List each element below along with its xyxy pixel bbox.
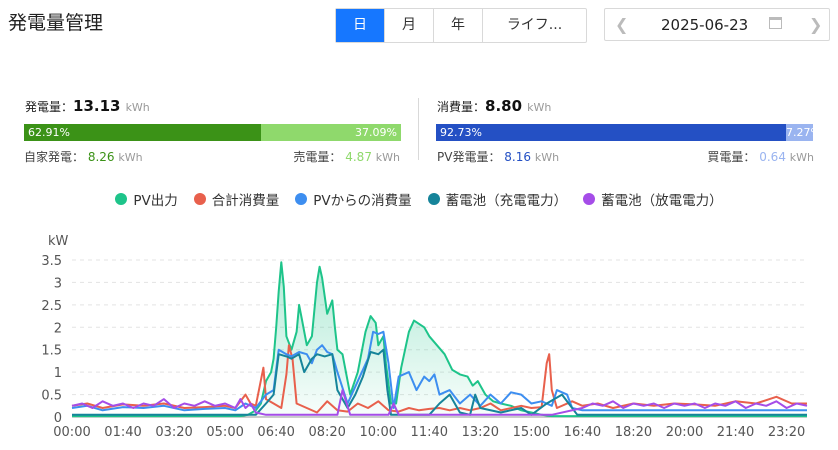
- series-area-pv-output: [72, 262, 807, 417]
- sold-pct: 37.09%: [355, 126, 397, 139]
- tab-year[interactable]: 年: [434, 9, 483, 42]
- sold-stat: 売電量： 4.87 kWh: [293, 148, 400, 165]
- x-tick-label: 20:00: [666, 425, 703, 440]
- legend-dot: [583, 193, 596, 205]
- x-tick-label: 23:20: [768, 425, 805, 440]
- y-tick-label: 3.5: [41, 254, 62, 269]
- chart-legend: PV出力 合計消費量 PVからの消費量 蓄電池（充電電力） 蓄電池（放電電力）: [0, 189, 838, 209]
- chevron-right-icon[interactable]: ❯: [809, 15, 823, 34]
- tab-lifetime[interactable]: ライフ...: [506, 17, 563, 33]
- y-tick-label: 3: [54, 276, 62, 291]
- consumption-value: 8.80: [485, 97, 523, 115]
- legend-dot: [115, 193, 128, 205]
- page-title: 発電量管理: [8, 12, 104, 34]
- legend-item-battery-discharge[interactable]: 蓄電池（放電電力）: [583, 189, 723, 209]
- legend-dot: [193, 193, 206, 205]
- x-tick-label: 18:20: [615, 425, 652, 440]
- legend-item-pv-output[interactable]: PV出力: [115, 189, 178, 209]
- generation-summary: 発電量：13.13 kWh: [25, 96, 150, 115]
- series-line-2: [71, 330, 807, 412]
- calendar-icon[interactable]: [769, 17, 782, 29]
- legend-dot: [427, 193, 440, 205]
- y-tick-label: 0: [54, 411, 62, 426]
- pv-consumption-pct: 92.73%: [440, 126, 482, 139]
- pv-generation-value: 8.16: [504, 150, 531, 164]
- bought-label: 買電量：: [707, 150, 756, 164]
- y-axis-unit: kW: [48, 234, 69, 249]
- self-consumption-bar: 62.91%: [24, 124, 261, 141]
- y-tick-label: 2: [54, 321, 62, 336]
- x-tick-label: 13:20: [462, 425, 499, 440]
- sold-value: 4.87: [345, 150, 372, 164]
- generation-label: 発電量：: [25, 100, 74, 114]
- bought-pct: 7.27%: [786, 126, 821, 139]
- self-consumption-pct: 62.91%: [28, 126, 70, 139]
- legend-label: 合計消費量: [211, 193, 280, 209]
- x-tick-label: 21:40: [717, 425, 754, 440]
- generation-value: 13.13: [73, 97, 121, 115]
- series-line-0: [72, 261, 807, 418]
- legend-label: 蓄電池（放電電力）: [601, 193, 723, 209]
- series-line-4: [71, 389, 808, 416]
- x-tick-label: 03:20: [155, 425, 192, 440]
- tab-month[interactable]: 月: [385, 9, 434, 42]
- legend-label: PV出力: [133, 193, 178, 209]
- pv-generation-label: PV発電量：: [437, 150, 501, 164]
- y-axis-ticks: 0 0.5 1 1.5 2 2.5 3 3.5: [41, 254, 62, 426]
- x-tick-label: 10:00: [360, 425, 397, 440]
- self-generation-stat: 自家発電： 8.26 kWh: [24, 148, 143, 165]
- y-tick-label: 1.5: [41, 344, 62, 359]
- legend-dot: [295, 193, 308, 205]
- power-chart[interactable]: kW 0 0.5 1 1.5 2 2.5 3 3.5 00:00 01:40 03:20 05:00…: [0, 225, 838, 450]
- legend-item-total-consumption[interactable]: 合計消費量: [193, 189, 280, 209]
- chevron-left-icon[interactable]: ❮: [615, 15, 629, 34]
- x-tick-label: 06:40: [257, 425, 294, 440]
- consumption-label: 消費量：: [437, 100, 486, 114]
- consumption-unit: kWh: [527, 101, 552, 114]
- self-generation-unit: kWh: [118, 151, 143, 164]
- bought-stat: 買電量： 0.64 kWh: [707, 148, 814, 165]
- legend-label: PVからの消費量: [313, 193, 412, 209]
- date-picker[interactable]: ❮ 2025-06-23 ❯: [604, 8, 830, 41]
- consumption-summary: 消費量：8.80 kWh: [437, 96, 551, 115]
- tab-day[interactable]: 日: [336, 9, 385, 42]
- period-tabs: 日 月 年 ライフ...: [335, 8, 587, 43]
- series-line-1: [71, 344, 807, 414]
- y-tick-label: 0.5: [41, 389, 62, 404]
- sold-bar: 37.09%: [261, 124, 401, 141]
- y-tick-label: 2.5: [41, 299, 62, 314]
- date-value: 2025-06-23: [661, 16, 749, 34]
- bought-unit: kWh: [789, 151, 814, 164]
- legend-item-battery-charge[interactable]: 蓄電池（充電電力）: [427, 189, 568, 209]
- sold-unit: kWh: [375, 151, 400, 164]
- y-tick-label: 1: [54, 366, 62, 381]
- x-axis-ticks: 00:00 01:40 03:20 05:00 06:40 08:20 10:00 11:40…: [53, 425, 805, 440]
- x-tick-label: 11:40: [411, 425, 448, 440]
- legend-item-pv-consumption[interactable]: PVからの消費量: [295, 189, 412, 209]
- x-tick-label: 05:00: [206, 425, 243, 440]
- series-line-3: [72, 348, 807, 416]
- divider: [418, 98, 419, 160]
- self-generation-value: 8.26: [87, 150, 115, 164]
- x-tick-label: 15:00: [513, 425, 550, 440]
- x-tick-label: 01:40: [104, 425, 141, 440]
- x-tick-label: 00:00: [53, 425, 90, 440]
- bought-bar: 7.27%: [786, 124, 821, 141]
- sold-label: 売電量：: [293, 150, 342, 164]
- x-tick-label: 16:40: [564, 425, 601, 440]
- pv-generation-unit: kWh: [534, 151, 560, 164]
- bought-value: 0.64: [759, 150, 786, 164]
- pv-consumption-bar: 92.73%: [436, 124, 786, 141]
- self-generation-label: 自家発電：: [24, 150, 85, 164]
- pv-generation-stat: PV発電量： 8.16 kWh: [437, 148, 559, 165]
- generation-unit: kWh: [125, 101, 150, 114]
- chart-series: [71, 261, 808, 418]
- legend-label: 蓄電池（充電電力）: [445, 193, 568, 209]
- x-tick-label: 08:20: [308, 425, 345, 440]
